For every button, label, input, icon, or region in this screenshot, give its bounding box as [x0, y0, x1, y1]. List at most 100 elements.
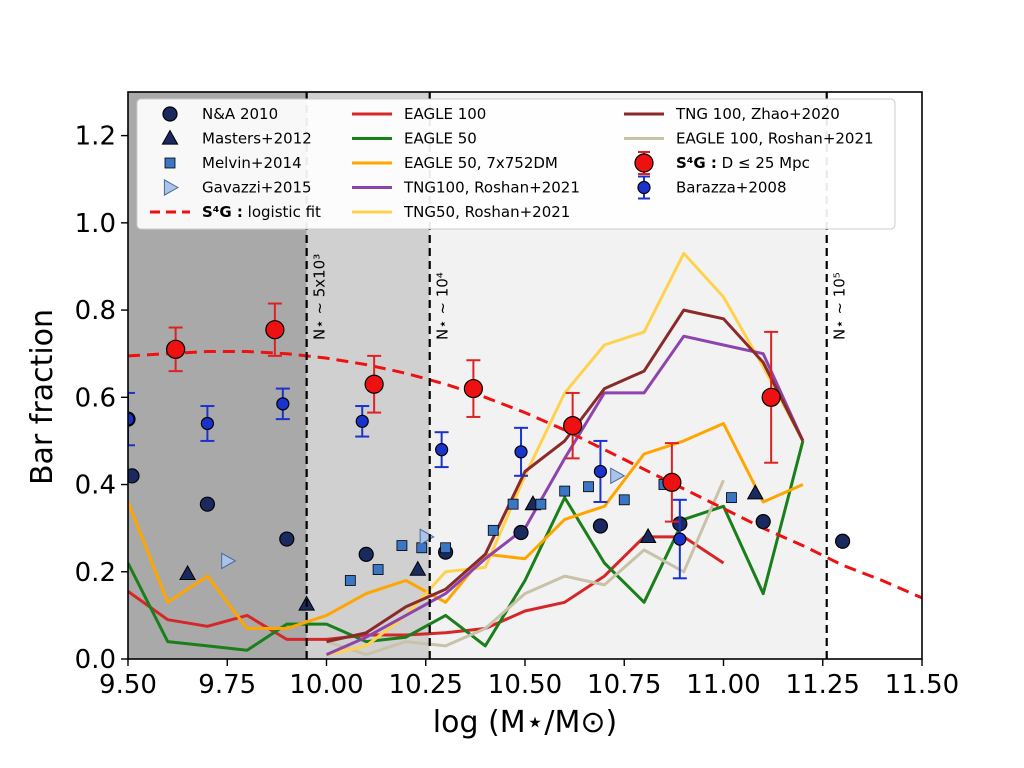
legend: N&A 2010 Masters+2012 Melvin+2014 Gavazzi+2…	[136, 98, 896, 230]
point-gavazzi-2	[610, 467, 626, 485]
point-na2010-9	[755, 514, 771, 530]
point-melvin-10	[618, 494, 630, 506]
point-s4g-6	[761, 387, 781, 407]
legend-label-bold-logistic: S⁴G :	[202, 203, 243, 221]
legend-label-eagle50dm: EAGLE 50, 7x752DM	[404, 154, 558, 172]
series-line-tng100z	[326, 308, 805, 644]
point-barazza-2	[276, 397, 290, 411]
point-melvin-3	[416, 542, 428, 554]
series-line-eagle50	[128, 440, 805, 652]
point-barazza-0	[128, 412, 135, 426]
x-tick-label-1: 9.75	[198, 670, 256, 700]
y-axis-label: Bar fraction	[25, 309, 60, 485]
legend-swatch-barazza	[637, 180, 651, 195]
point-s4g-3	[463, 378, 483, 399]
series-line-tng100r	[325, 334, 805, 656]
legend-label-rest-s4g: D ≤ 25 Mpc	[717, 154, 810, 172]
y-tick-label-0: 0.0	[75, 645, 116, 675]
point-na2010-10	[834, 533, 851, 549]
point-barazza-4	[435, 443, 449, 457]
y-tick-label-5: 1.0	[75, 209, 116, 239]
point-masters-4	[639, 527, 657, 543]
point-s4g-1	[265, 320, 285, 340]
point-na2010-1	[128, 468, 140, 484]
legend-label-tng100r: TNG100, Roshan+2021	[403, 179, 580, 197]
point-barazza-5	[514, 445, 528, 459]
legend-swatch-masters	[161, 129, 179, 145]
legend-box	[136, 98, 896, 230]
y-tick-label-4: 0.8	[75, 296, 116, 326]
point-masters-0	[179, 564, 197, 581]
x-tick-label-2: 10.00	[289, 670, 363, 700]
point-barazza-3	[355, 414, 369, 428]
point-gavazzi-1	[419, 528, 435, 546]
x-tick-label-8: 11.50	[885, 670, 959, 700]
point-barazza-1	[200, 416, 214, 431]
legend-label-barazza: Barazza+2008	[676, 179, 787, 197]
legend-label-tng50r: TNG50, Roshan+2021	[403, 203, 570, 221]
point-melvin-8	[559, 485, 571, 497]
y-tick-label-1: 0.2	[75, 558, 116, 588]
x-axis-label: log (M⋆/M⊙)	[433, 705, 617, 740]
legend-label-logistic: S⁴G : logistic fit	[202, 203, 321, 221]
point-gavazzi-0	[221, 552, 237, 570]
point-masters-2	[409, 560, 427, 576]
point-melvin-7	[535, 498, 547, 510]
legend-swatch-gavazzi	[163, 179, 180, 196]
point-melvin-9	[583, 481, 594, 493]
point-na2010-4	[358, 546, 374, 562]
x-tick-label-3: 10.25	[389, 670, 463, 700]
point-melvin-12	[726, 492, 737, 504]
point-melvin-0	[344, 575, 356, 586]
legend-label-masters: Masters+2012	[202, 130, 312, 148]
axes: 9.50 9.75 10.00 10.25 10.50 10.75 11.00 11.25 11…	[75, 91, 959, 700]
legend-label-eagle50: EAGLE 50	[404, 130, 477, 148]
x-tick-label-4: 10.50	[488, 670, 562, 700]
legend-swatch-melvin	[164, 157, 176, 169]
y-tick-label-6: 1.2	[75, 122, 116, 152]
series-line-logistic	[128, 350, 922, 600]
legend-label-s4g: S⁴G : D ≤ 25 Mpc	[676, 154, 810, 172]
legend-label-gavazzi: Gavazzi+2015	[202, 179, 312, 197]
point-barazza-7	[673, 532, 687, 546]
x-tick-label-0: 9.50	[99, 670, 157, 700]
legend-label-eagle100: EAGLE 100	[404, 105, 486, 123]
y-tick-label-3: 0.6	[75, 383, 116, 413]
y-tick-label-2: 0.4	[75, 471, 116, 501]
point-na2010-2	[199, 496, 215, 512]
legend-label-tng100z: TNG 100, Zhao+2020	[675, 105, 840, 123]
vline-label-2: N⋆ ~ 10⁵	[831, 272, 849, 340]
legend-label-rest-logistic: logistic fit	[243, 203, 321, 221]
point-masters-5	[746, 484, 764, 500]
legend-swatch-s4g	[634, 153, 654, 173]
x-tick-label-5: 10.75	[587, 670, 661, 700]
legend-label-bold-s4g: S⁴G :	[676, 154, 717, 172]
plot-area	[128, 251, 922, 657]
point-s4g-0	[166, 339, 186, 359]
point-melvin-4	[440, 542, 452, 554]
series-line-eagle50dm	[128, 422, 804, 630]
legend-swatch-na2010	[162, 106, 178, 122]
point-s4g-5	[662, 472, 682, 492]
vline-label-0: N⋆ ~ 5x10³	[311, 254, 329, 340]
point-na2010-6	[513, 524, 529, 541]
point-s4g-2	[364, 374, 384, 394]
legend-label-eagle100r: EAGLE 100, Roshan+2021	[676, 130, 874, 148]
point-melvin-6	[507, 498, 519, 510]
legend-label-na2010: N&A 2010	[202, 105, 278, 123]
point-melvin-5	[487, 524, 499, 536]
vline-label-1: N⋆ ~ 10⁴	[434, 272, 452, 340]
point-na2010-7	[592, 518, 609, 534]
point-melvin-1	[372, 564, 384, 575]
legend-label-melvin: Melvin+2014	[202, 154, 302, 172]
x-tick-label-7: 11.25	[786, 670, 860, 700]
point-na2010-3	[279, 531, 295, 547]
series-lines	[128, 251, 922, 657]
point-s4g-4	[563, 416, 583, 436]
x-tick-label-6: 11.00	[686, 670, 760, 700]
series-line-eagle100	[128, 535, 725, 641]
series-line-eagle100r	[326, 479, 725, 657]
point-barazza-6	[593, 464, 608, 479]
series-markers	[128, 302, 851, 611]
